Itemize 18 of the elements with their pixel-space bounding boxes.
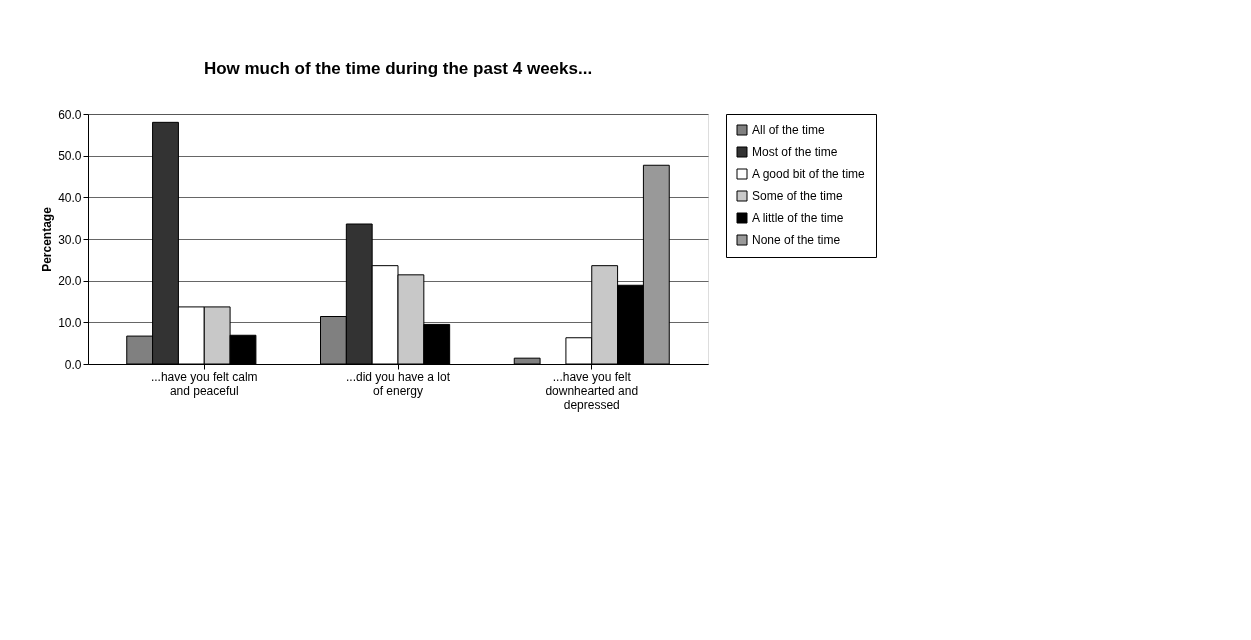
legend-label: None of the time [752,233,841,247]
x-tick-label: ...have you felt calm and peaceful [150,369,258,398]
y-axis-title: Percentage [40,206,55,272]
y-tick-label: 40.0 [58,190,82,205]
y-tick-label: 10.0 [58,315,82,330]
chart-title: How much of the time during the past 4 weeks... [203,59,593,78]
x-tick-label: ...have you felt downhearted and depressed [545,369,639,412]
y-tick-label: 20.0 [58,274,82,289]
legend-label: All of the time [752,123,826,137]
legend-label: A little of the time [752,211,844,225]
legend-label: Some of the time [752,189,844,203]
legend-label: Most of the time [752,145,838,159]
x-tick-label: ...did you have a lot of energy [345,369,451,398]
legend-label: A good bit of the time [752,167,866,181]
y-tick-label: 30.0 [58,232,82,247]
y-tick-label: 0.0 [64,357,82,372]
y-tick-label: 60.0 [58,107,82,122]
y-tick-label: 50.0 [58,149,82,164]
